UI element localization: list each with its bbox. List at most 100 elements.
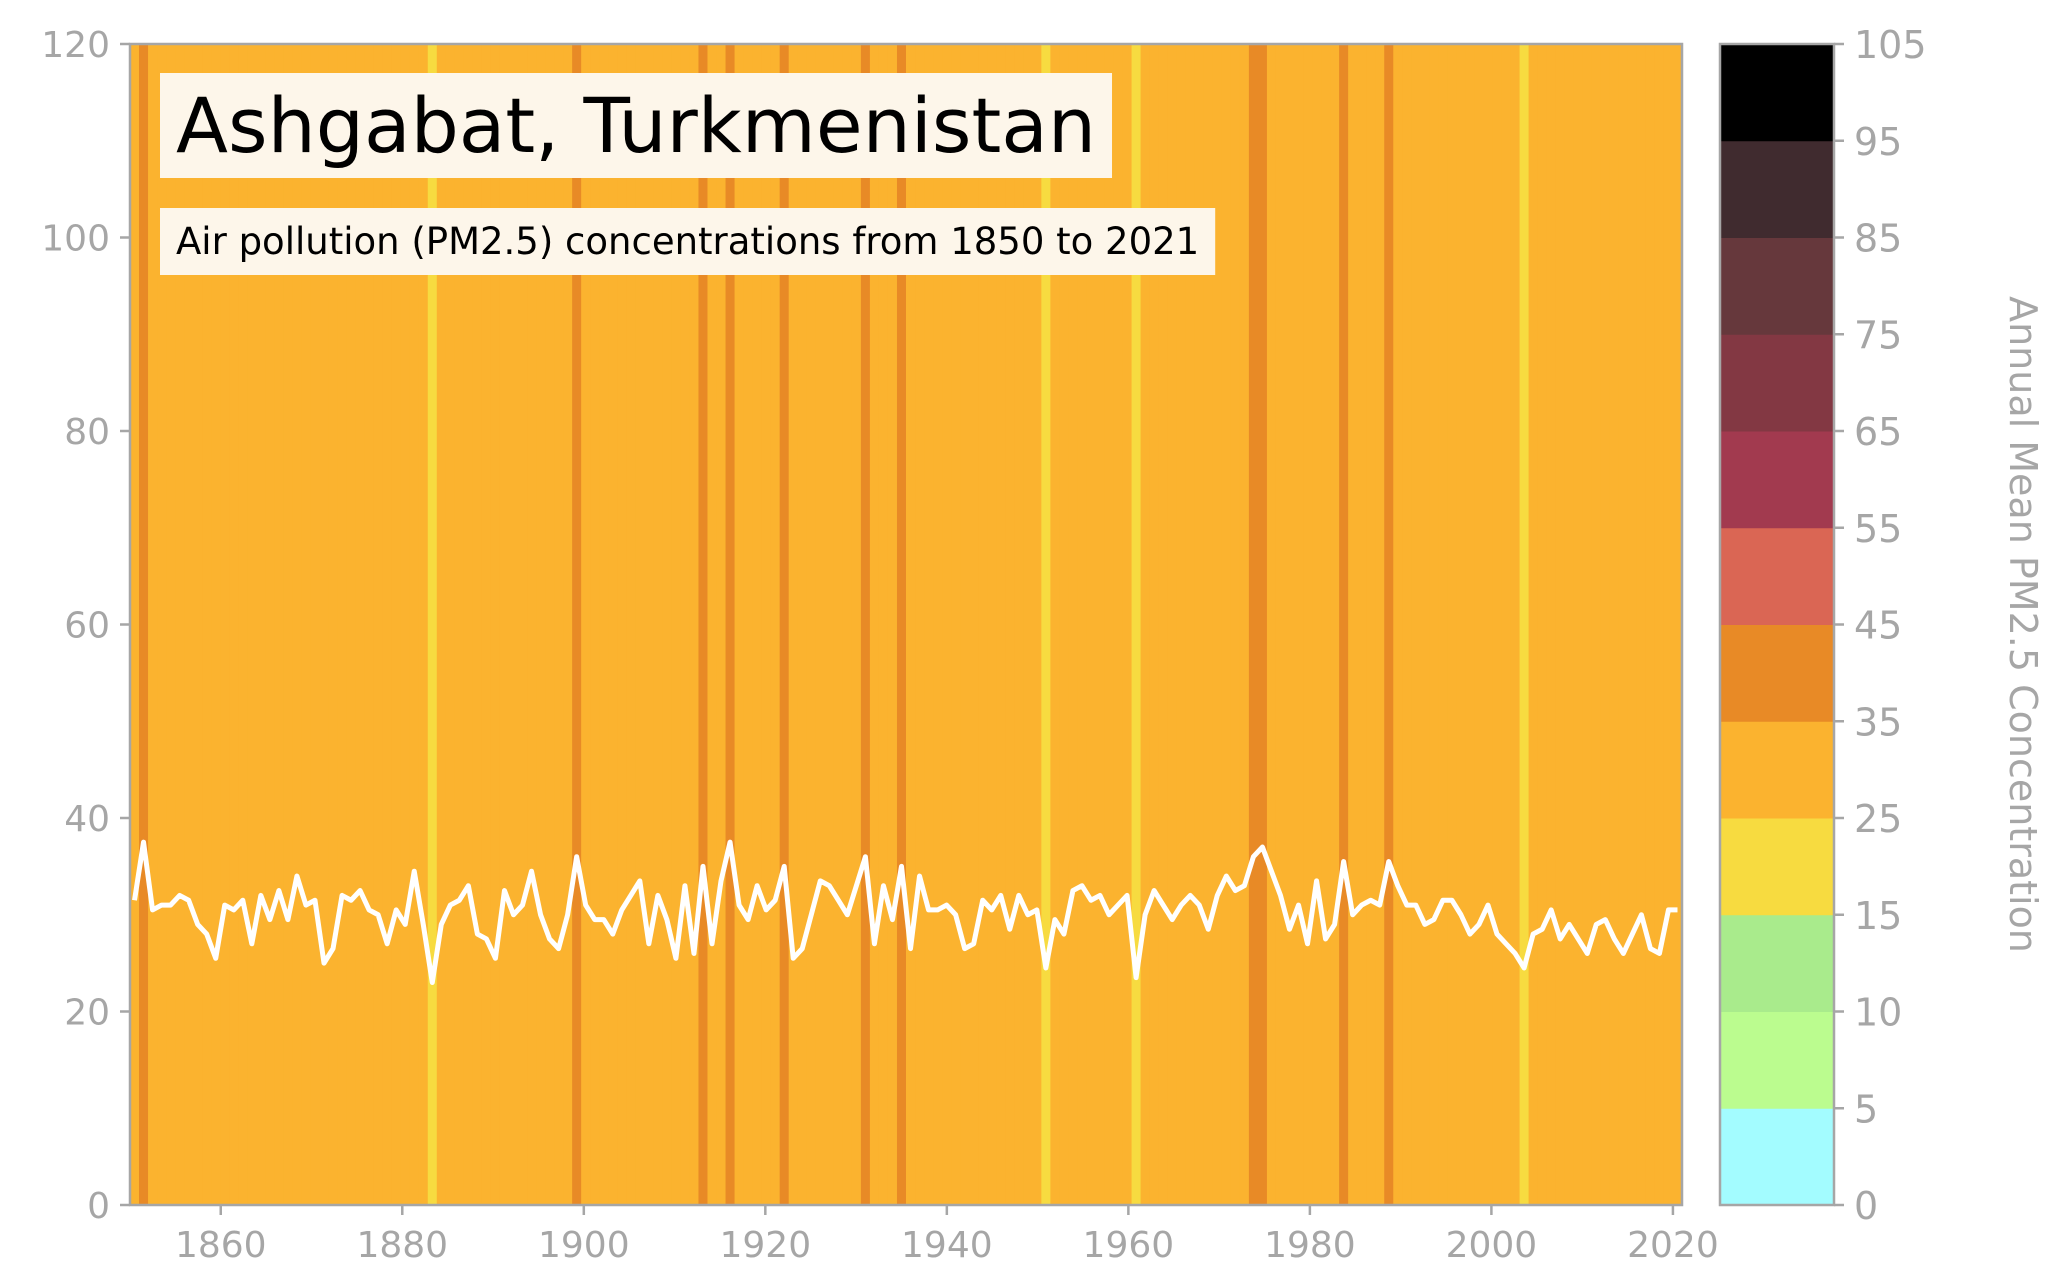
y-tick-label: 120 bbox=[41, 25, 110, 66]
year-stripe bbox=[1131, 44, 1142, 1205]
year-stripe bbox=[1375, 44, 1385, 1205]
colorbar-tick-label: 65 bbox=[1854, 410, 1902, 454]
year-stripe bbox=[933, 44, 943, 1205]
year-stripe bbox=[1140, 44, 1151, 1205]
y-tick-label: 20 bbox=[64, 993, 110, 1034]
year-stripe bbox=[644, 44, 655, 1205]
colorbar-tick-label: 95 bbox=[1854, 120, 1902, 164]
year-stripe bbox=[842, 44, 853, 1205]
year-stripe bbox=[445, 44, 456, 1205]
year-stripe bbox=[779, 44, 790, 1205]
year-stripe bbox=[536, 44, 546, 1205]
year-stripe bbox=[1104, 44, 1115, 1205]
year-stripe bbox=[788, 44, 799, 1205]
year-stripe bbox=[1068, 44, 1079, 1205]
x-tick-label: 1960 bbox=[1083, 1225, 1175, 1266]
colorbar-bin bbox=[1720, 721, 1834, 819]
year-stripe bbox=[139, 44, 149, 1205]
year-stripe bbox=[1041, 44, 1052, 1205]
year-stripe bbox=[1582, 44, 1593, 1205]
pm25-line-layer bbox=[132, 839, 1678, 985]
year-stripe bbox=[1393, 44, 1403, 1205]
year-stripe bbox=[373, 44, 384, 1205]
year-stripe bbox=[301, 44, 312, 1205]
year-stripe bbox=[1221, 44, 1232, 1205]
year-stripe bbox=[1645, 44, 1656, 1205]
colorbar-bin bbox=[1720, 431, 1834, 529]
year-stripe bbox=[1050, 44, 1061, 1205]
year-stripe bbox=[1456, 44, 1467, 1205]
year-stripe bbox=[454, 44, 465, 1205]
year-stripe bbox=[1492, 44, 1503, 1205]
year-stripe bbox=[1023, 44, 1034, 1205]
year-stripe bbox=[689, 44, 700, 1205]
year-stripe bbox=[1086, 44, 1097, 1205]
year-stripe bbox=[148, 44, 158, 1205]
year-stripe bbox=[265, 44, 276, 1205]
year-stripe bbox=[1663, 44, 1674, 1205]
year-stripe bbox=[175, 44, 185, 1205]
colorbar-tick-label: 35 bbox=[1854, 700, 1902, 744]
year-stripe bbox=[1618, 44, 1629, 1205]
year-stripe bbox=[734, 44, 745, 1205]
year-stripe bbox=[400, 44, 411, 1205]
year-stripe bbox=[1357, 44, 1367, 1205]
year-stripe bbox=[770, 44, 781, 1205]
year-stripe bbox=[1077, 44, 1088, 1205]
year-stripe bbox=[797, 44, 808, 1205]
year-stripe bbox=[220, 44, 230, 1205]
x-tick-label: 1860 bbox=[175, 1225, 267, 1266]
colorbar-tick-label: 25 bbox=[1854, 797, 1902, 841]
year-stripe bbox=[1654, 44, 1665, 1205]
year-stripe bbox=[319, 44, 330, 1205]
year-stripe bbox=[987, 44, 997, 1205]
year-stripe bbox=[1411, 44, 1422, 1205]
y-axis: 0 20 40 60 80 100 120 bbox=[41, 25, 130, 1227]
year-stripe bbox=[238, 44, 248, 1205]
year-stripe bbox=[1537, 44, 1548, 1205]
year-stripe bbox=[851, 44, 862, 1205]
year-stripe bbox=[481, 44, 492, 1205]
year-stripe bbox=[211, 44, 221, 1205]
year-stripe bbox=[1167, 44, 1178, 1205]
year-stripe bbox=[662, 44, 673, 1205]
year-stripe bbox=[1176, 44, 1187, 1205]
year-stripe bbox=[328, 44, 339, 1205]
year-stripe bbox=[833, 44, 844, 1205]
year-stripe bbox=[409, 44, 420, 1205]
title-box: Ashgabat, Turkmenistan bbox=[160, 73, 1113, 178]
year-stripe bbox=[1095, 44, 1106, 1205]
year-stripe bbox=[1501, 44, 1512, 1205]
year-stripe bbox=[1348, 44, 1358, 1205]
year-stripe bbox=[572, 44, 582, 1205]
year-stripe bbox=[1284, 44, 1295, 1205]
year-stripe bbox=[1212, 44, 1223, 1205]
year-stripe bbox=[545, 44, 555, 1205]
colorbar-bin bbox=[1720, 237, 1834, 335]
year-stripe bbox=[1257, 44, 1268, 1205]
colorbar-bin bbox=[1720, 1108, 1834, 1206]
year-stripe bbox=[725, 44, 736, 1205]
colorbar-tick-label: 75 bbox=[1854, 313, 1902, 357]
y-tick-label: 80 bbox=[64, 412, 110, 453]
year-stripe bbox=[310, 44, 321, 1205]
year-stripe bbox=[1528, 44, 1539, 1205]
year-stripe bbox=[960, 44, 970, 1205]
year-stripe bbox=[617, 44, 627, 1205]
year-stripe bbox=[166, 44, 176, 1205]
y-tick-label: 0 bbox=[87, 1186, 110, 1227]
year-stripe bbox=[1519, 44, 1530, 1205]
year-stripe bbox=[1510, 44, 1521, 1205]
x-axis: 1860 1880 1900 1920 1940 1960 1980 2000 2020 bbox=[175, 1205, 1719, 1266]
year-stripe bbox=[157, 44, 167, 1205]
year-stripe bbox=[1303, 44, 1313, 1205]
year-stripe bbox=[1248, 44, 1259, 1205]
year-stripe bbox=[581, 44, 591, 1205]
year-stripe bbox=[391, 44, 402, 1205]
year-stripe bbox=[527, 44, 537, 1205]
year-stripe bbox=[1158, 44, 1169, 1205]
subtitle-box: Air pollution (PM2.5) concentrations fro… bbox=[160, 208, 1216, 275]
year-stripe bbox=[1429, 44, 1440, 1205]
year-stripe bbox=[382, 44, 393, 1205]
colorbar-bin bbox=[1720, 1011, 1834, 1109]
